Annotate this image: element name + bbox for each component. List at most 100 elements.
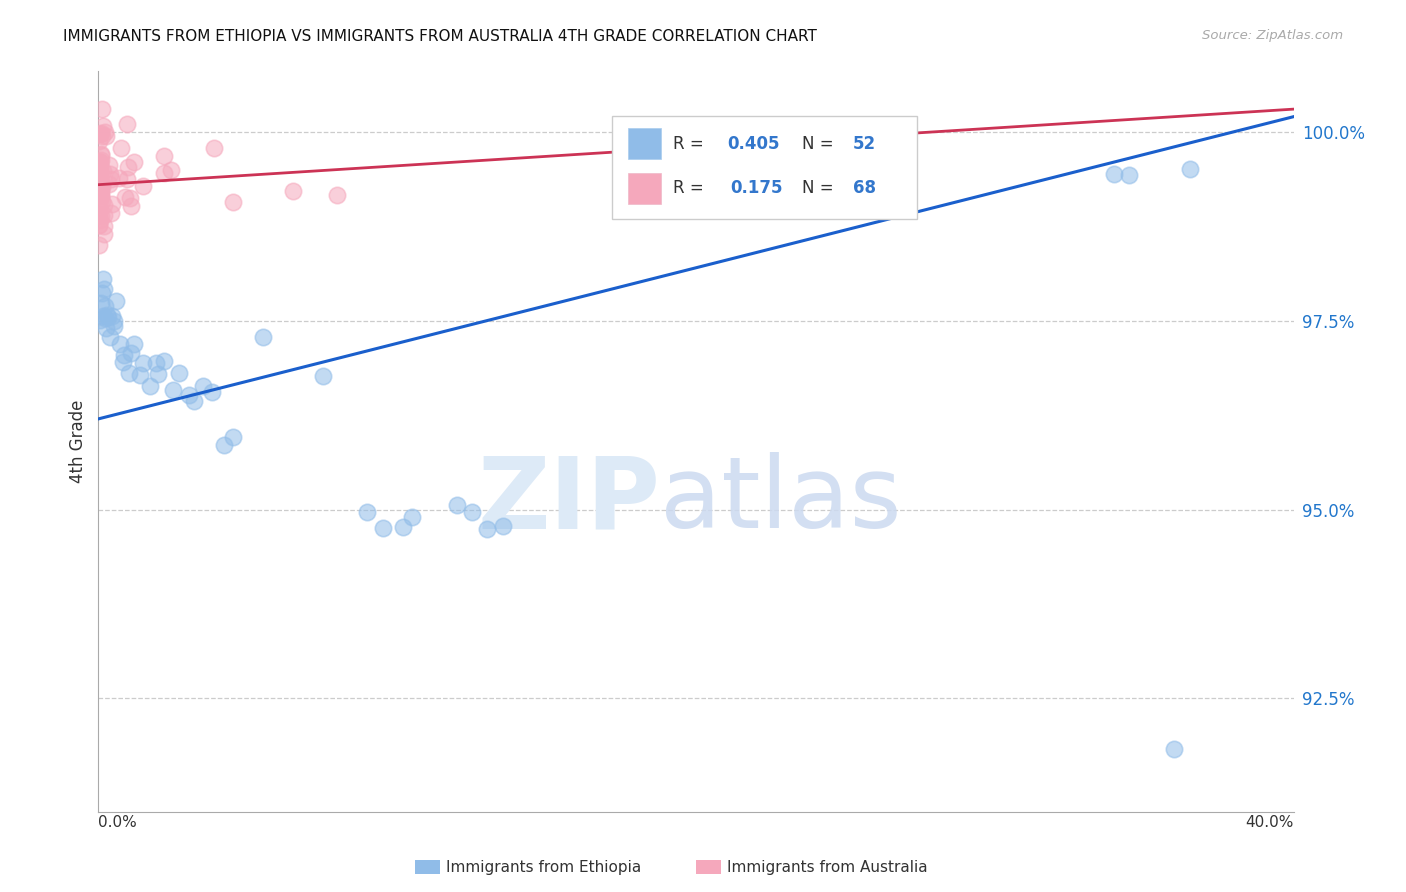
Point: [153, 166, 176, 180]
Text: Immigrants from Australia: Immigrants from Australia: [727, 860, 928, 874]
Point: [93, 208, 115, 222]
Point: [93, 219, 115, 234]
Point: [124, 155, 146, 169]
Point: [90, 153, 112, 167]
Point: [139, 379, 162, 393]
Point: [1118, 168, 1140, 182]
Text: 0.405: 0.405: [727, 135, 779, 153]
Text: 52: 52: [852, 135, 876, 153]
Point: [89, 238, 111, 252]
Point: [1102, 167, 1125, 181]
Point: [91, 128, 114, 143]
Point: [112, 348, 135, 362]
Point: [89, 213, 111, 227]
Point: [281, 184, 304, 198]
Point: [114, 190, 136, 204]
Point: [87, 201, 110, 215]
Point: [89, 184, 111, 198]
Point: [90, 147, 112, 161]
Text: Source: ZipAtlas.com: Source: ZipAtlas.com: [1202, 29, 1343, 42]
Point: [90, 148, 112, 162]
Text: atlas: atlas: [661, 452, 901, 549]
Y-axis label: 4th Grade: 4th Grade: [69, 400, 87, 483]
Point: [122, 337, 145, 351]
Point: [202, 141, 225, 155]
Point: [89, 313, 111, 327]
Point: [91, 309, 114, 323]
Point: [159, 163, 181, 178]
Point: [89, 166, 111, 180]
Point: [89, 187, 111, 202]
Point: [89, 154, 111, 169]
Point: [96, 308, 118, 322]
Point: [145, 356, 167, 370]
Text: Immigrants from Ethiopia: Immigrants from Ethiopia: [446, 860, 641, 874]
Point: [89, 187, 111, 202]
Point: [91, 180, 114, 194]
Point: [112, 354, 135, 368]
Point: [120, 199, 142, 213]
Text: ZIP: ZIP: [477, 452, 661, 549]
Text: 0.0%: 0.0%: [98, 815, 138, 830]
Point: [94, 320, 117, 334]
Point: [89, 127, 111, 141]
Point: [87, 179, 110, 194]
Point: [91, 271, 114, 285]
Point: [212, 438, 235, 452]
Point: [162, 383, 184, 397]
Point: [108, 170, 131, 185]
Point: [90, 184, 112, 198]
Point: [91, 178, 114, 192]
Point: [132, 356, 155, 370]
Point: [120, 345, 142, 359]
Point: [89, 187, 111, 202]
Point: [89, 155, 111, 169]
Point: [167, 366, 190, 380]
Point: [177, 388, 200, 402]
Text: 0.175: 0.175: [731, 179, 783, 197]
Point: [446, 498, 468, 512]
Point: [98, 329, 121, 343]
Point: [131, 178, 153, 193]
Point: [90, 296, 112, 310]
Point: [103, 319, 125, 334]
Point: [97, 177, 120, 191]
Point: [153, 149, 176, 163]
Point: [356, 505, 378, 519]
Point: [153, 353, 176, 368]
Point: [115, 172, 138, 186]
Point: [98, 158, 121, 172]
Text: N =: N =: [803, 135, 839, 153]
Point: [252, 329, 274, 343]
Point: [89, 165, 111, 179]
Text: R =: R =: [673, 179, 714, 197]
Point: [183, 393, 205, 408]
Point: [96, 128, 118, 143]
Point: [222, 194, 245, 209]
Point: [90, 209, 112, 223]
Point: [89, 163, 111, 178]
Point: [108, 336, 131, 351]
Point: [90, 285, 112, 300]
Text: 68: 68: [852, 179, 876, 197]
Point: [103, 313, 125, 327]
Point: [89, 193, 111, 207]
Point: [1178, 161, 1201, 176]
Point: [392, 519, 415, 533]
Point: [89, 161, 111, 175]
Point: [93, 197, 115, 211]
Point: [90, 174, 112, 188]
Point: [87, 207, 110, 221]
Point: [894, 179, 917, 194]
Text: IMMIGRANTS FROM ETHIOPIA VS IMMIGRANTS FROM AUSTRALIA 4TH GRADE CORRELATION CHAR: IMMIGRANTS FROM ETHIOPIA VS IMMIGRANTS F…: [63, 29, 817, 44]
Point: [87, 154, 110, 169]
Point: [1163, 742, 1185, 756]
Point: [401, 510, 423, 524]
Point: [93, 227, 115, 241]
Point: [101, 196, 124, 211]
Point: [222, 430, 245, 444]
Point: [87, 219, 110, 233]
Point: [87, 134, 110, 148]
Point: [115, 117, 138, 131]
Point: [326, 188, 349, 202]
